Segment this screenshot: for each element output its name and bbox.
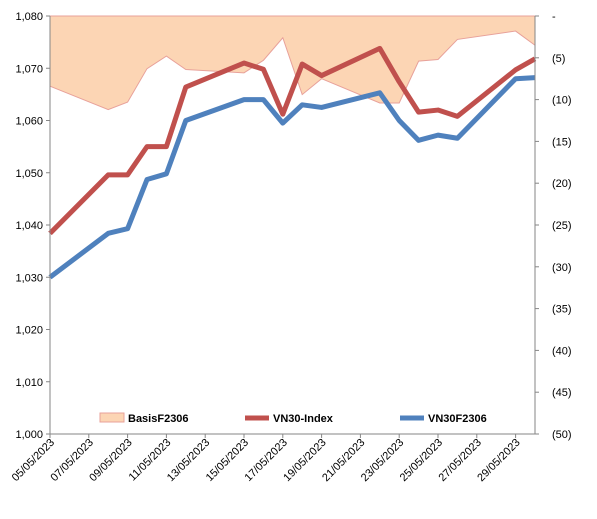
legend-swatch-basisf2306 bbox=[99, 412, 125, 423]
y-right-tick-label: (10) bbox=[552, 95, 572, 107]
y-left-tick-label: 1,050 bbox=[15, 168, 43, 180]
y-left-tick-label: 1,010 bbox=[15, 377, 43, 389]
y-right-tick-label: (50) bbox=[552, 429, 572, 441]
y-left-tick-label: 1,080 bbox=[15, 11, 43, 23]
y-right-tick-label: (45) bbox=[552, 387, 572, 399]
legend-label-vn30f2306: VN30F2306 bbox=[428, 413, 487, 425]
y-left-tick-label: 1,060 bbox=[15, 116, 43, 128]
legend-label-basisf2306: BasisF2306 bbox=[128, 413, 189, 425]
y-right-tick-label: (30) bbox=[552, 262, 572, 274]
legend: BasisF2306 VN30-Index VN30F2306 bbox=[99, 412, 487, 425]
series-line-vn30f2306 bbox=[48, 75, 536, 280]
y-right-tick-label: (15) bbox=[552, 136, 572, 148]
y-left-tick-label: 1,040 bbox=[15, 220, 43, 232]
y-left-tick-label: 1,030 bbox=[15, 272, 43, 284]
y-right-tick-label: (20) bbox=[552, 178, 572, 190]
y-right-tick-label: - bbox=[552, 11, 556, 23]
y-right-tick-label: (40) bbox=[552, 345, 572, 357]
y-right-tick-label: (25) bbox=[552, 220, 572, 232]
y-left-tick-label: 1,020 bbox=[15, 325, 43, 337]
y-right-tick-label: (35) bbox=[552, 304, 572, 316]
series-area-edge-basisf2306 bbox=[49, 30, 536, 111]
legend-label-vn30-index: VN30-Index bbox=[273, 413, 334, 425]
series-line-vn30-index bbox=[48, 45, 537, 236]
series-area-basisf2306 bbox=[50, 16, 535, 110]
y-right-tick-label: (5) bbox=[552, 53, 565, 65]
y-left-tick-label: 1,000 bbox=[15, 429, 43, 441]
y-left-tick-label: 1,070 bbox=[15, 63, 43, 75]
